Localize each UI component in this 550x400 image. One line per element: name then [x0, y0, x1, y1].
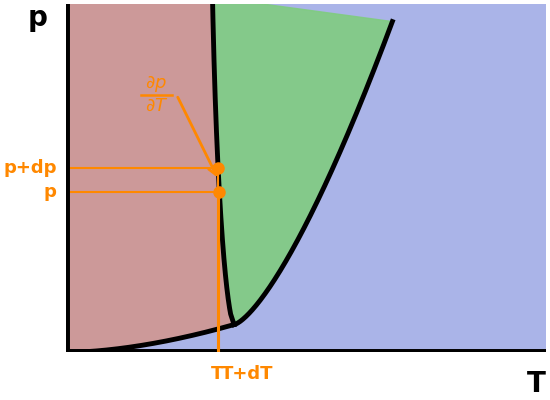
Text: $\partial T$: $\partial T$	[145, 97, 168, 115]
Text: T: T	[527, 370, 546, 398]
Text: p+dp: p+dp	[3, 160, 57, 178]
Text: T+dT: T+dT	[221, 365, 273, 383]
Polygon shape	[66, 4, 546, 352]
Text: $\partial p$: $\partial p$	[145, 74, 167, 94]
Text: T: T	[211, 365, 223, 383]
Polygon shape	[66, 0, 234, 352]
Text: p: p	[27, 4, 47, 32]
Text: p: p	[43, 183, 57, 201]
Polygon shape	[212, 0, 392, 324]
